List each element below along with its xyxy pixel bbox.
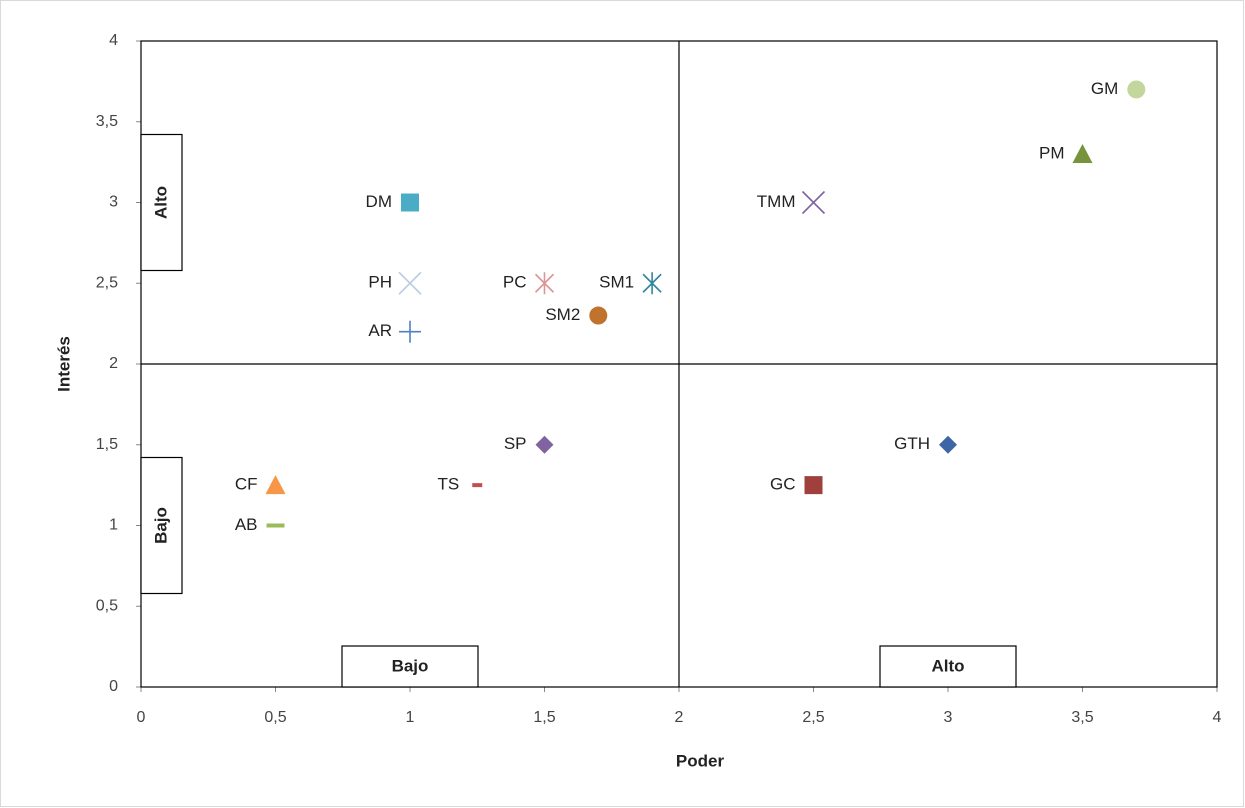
point-label: GM: [1091, 79, 1118, 98]
y-tick-label: 2: [109, 355, 118, 372]
y-tick-label: 4: [109, 32, 118, 49]
point-label: AR: [368, 321, 392, 340]
point-label: PM: [1039, 144, 1065, 163]
point: [1072, 144, 1093, 164]
y-tick-label: 3: [109, 194, 118, 211]
point-label: PH: [368, 273, 392, 292]
point-label: GC: [770, 475, 796, 494]
point: [939, 435, 957, 454]
y-tick-label: 0: [109, 678, 118, 695]
x-tick-label: 1: [406, 709, 415, 726]
x-tick-label: 2: [675, 709, 684, 726]
point: [398, 271, 422, 295]
point-label: DM: [366, 192, 392, 211]
y-tick-label: 0,5: [96, 597, 118, 614]
y-axis-label: Interés: [54, 336, 73, 392]
x-tick-label: 3: [944, 709, 953, 726]
x-tick-label: 1,5: [533, 709, 555, 726]
point: [642, 272, 662, 295]
quadrant-label: Bajo: [151, 507, 170, 544]
quadrant-label: Alto: [151, 186, 170, 219]
point-label: AB: [235, 515, 258, 534]
quadrant-box: [341, 645, 479, 688]
x-axis-label: Poder: [676, 751, 725, 770]
x-tick-label: 4: [1213, 709, 1222, 726]
point-label: PC: [503, 273, 527, 292]
x-tick-label: 0,5: [264, 709, 286, 726]
point: [399, 320, 421, 343]
y-tick-label: 1: [109, 517, 118, 534]
y-tick-label: 3,5: [96, 113, 118, 130]
point-label: TMM: [757, 192, 796, 211]
quadrant-box: [140, 133, 183, 272]
point: [266, 523, 285, 528]
point-label: CF: [235, 475, 258, 494]
point: [472, 483, 483, 488]
point: [589, 306, 608, 325]
point: [535, 435, 554, 454]
quadrant-label: Alto: [931, 656, 964, 675]
quadrant-label: Bajo: [392, 656, 429, 675]
point-label: SP: [504, 434, 527, 453]
y-tick-label: 2,5: [96, 274, 118, 291]
point: [265, 475, 286, 495]
point: [534, 272, 555, 295]
point-label: TS: [438, 475, 460, 494]
y-tick-label: 1,5: [96, 436, 118, 453]
x-tick-label: 0: [137, 709, 146, 726]
point: [804, 476, 823, 495]
x-tick-label: 3,5: [1071, 709, 1093, 726]
point-label: SM2: [545, 305, 580, 324]
point-label: GTH: [894, 434, 930, 453]
point: [401, 193, 419, 212]
quadrant-box: [140, 456, 183, 595]
point: [1127, 80, 1146, 99]
x-tick-label: 2,5: [802, 709, 824, 726]
quadrant-box: [879, 645, 1017, 688]
point: [801, 190, 826, 215]
point-label: SM1: [599, 273, 634, 292]
